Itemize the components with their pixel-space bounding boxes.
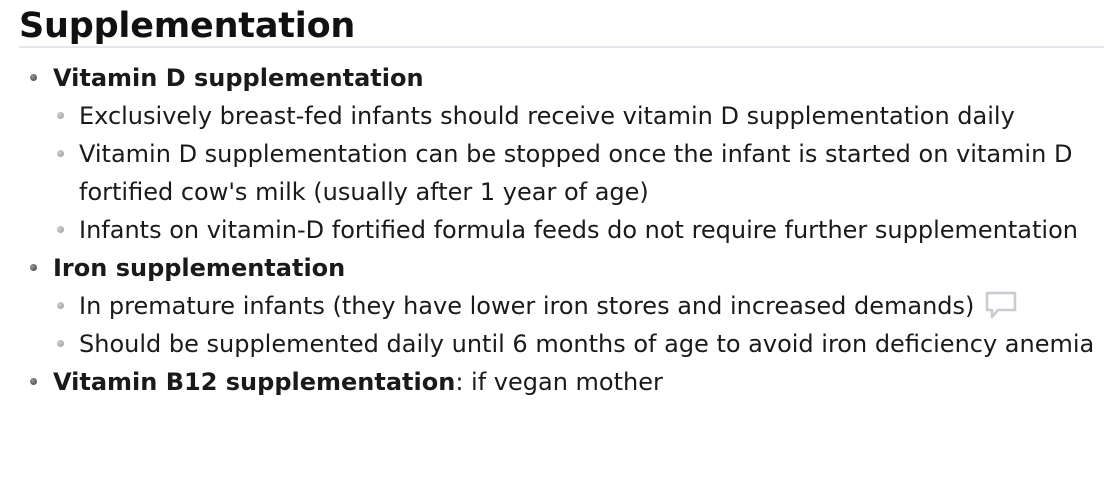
bullet-icon — [30, 74, 37, 81]
sublist-item: Should be supplemented daily until 6 mon… — [53, 325, 1104, 363]
comment-icon-graphic — [986, 291, 1017, 319]
sublist-item-text: Infants on vitamin-D fortified formula f… — [79, 216, 1078, 244]
list-item-label: Iron supplementation — [53, 254, 346, 282]
sublist-item: Vitamin D supplementation can be stopped… — [53, 135, 1104, 211]
sublist-item: Infants on vitamin-D fortified formula f… — [53, 211, 1104, 249]
sublist-item-text: In premature infants (they have lower ir… — [79, 292, 975, 320]
list-item-suffix: : if vegan mother — [455, 368, 663, 396]
bullet-icon — [57, 150, 64, 157]
bullet-icon — [57, 112, 64, 119]
sublist-iron: In premature infants (they have lower ir… — [53, 287, 1104, 363]
section-heading: Supplementation — [19, 6, 356, 46]
list-item-vitamin-d: Vitamin D supplementation Exclusively br… — [0, 59, 1104, 249]
list-item-label: Vitamin B12 supplementation — [53, 368, 456, 396]
bullet-icon — [30, 264, 37, 271]
bullet-icon — [57, 340, 64, 347]
sublist-item-text: Exclusively breast-fed infants should re… — [79, 102, 1015, 130]
supplementation-list: Vitamin D supplementation Exclusively br… — [0, 59, 1104, 401]
sublist-item: In premature infants (they have lower ir… — [53, 287, 1104, 325]
comment-icon[interactable] — [984, 290, 1018, 320]
list-item-iron: Iron supplementation In premature infant… — [0, 249, 1104, 363]
sublist-item: Exclusively breast-fed infants should re… — [53, 97, 1104, 135]
bullet-icon — [57, 226, 64, 233]
heading-divider — [19, 46, 1104, 48]
list-item-label: Vitamin D supplementation — [53, 64, 424, 92]
sublist-vitamin-d: Exclusively breast-fed infants should re… — [53, 97, 1104, 249]
bullet-icon — [57, 302, 64, 309]
sublist-item-text: Vitamin D supplementation can be stopped… — [79, 140, 1073, 206]
list-item-vitamin-b12: Vitamin B12 supplementation: if vegan mo… — [0, 363, 1104, 401]
bullet-icon — [30, 378, 37, 385]
sublist-item-text: Should be supplemented daily until 6 mon… — [79, 330, 1095, 358]
